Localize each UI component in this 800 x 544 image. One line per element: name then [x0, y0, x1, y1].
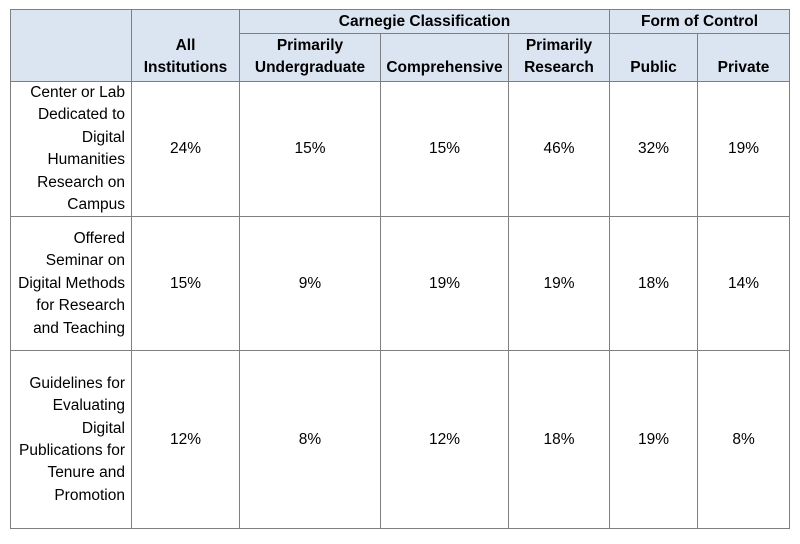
cell-public: 18% [609, 216, 699, 352]
column-header-comprehensive: Comprehensive [380, 33, 509, 82]
cell-public: 32% [609, 80, 699, 218]
column-header-all-institutions: All Institutions [131, 9, 240, 82]
cell-primarily-undergraduate: 15% [239, 80, 381, 218]
header-row-groups: All Institutions Carnegie Classification… [10, 9, 791, 82]
column-header-private: Private [697, 33, 791, 82]
row-label-guidelines: Guidelines for Evaluating Digital Public… [10, 350, 132, 530]
column-header-public: Public [609, 33, 699, 82]
cell-primarily-undergraduate: 9% [239, 216, 381, 352]
table-row: Center or Lab Dedicated to Digital Human… [10, 80, 791, 218]
column-header-primarily-undergraduate: Primarily Undergraduate [239, 33, 381, 82]
table-row: Guidelines for Evaluating Digital Public… [10, 350, 791, 530]
cell-private: 19% [697, 80, 791, 218]
group-header-form-of-control: Form of Control [609, 9, 791, 34]
table-row: Offered Seminar on Digital Methods for R… [10, 216, 791, 352]
cell-primarily-undergraduate: 8% [239, 350, 381, 530]
cell-comprehensive: 19% [380, 216, 509, 352]
cell-private: 8% [697, 350, 791, 530]
cell-primarily-research: 46% [507, 80, 611, 218]
cell-all-institutions: 12% [131, 350, 240, 530]
group-header-carnegie-classification: Carnegie Classification [238, 9, 611, 34]
cell-public: 19% [609, 350, 699, 530]
cell-all-institutions: 15% [131, 216, 240, 352]
cell-comprehensive: 15% [380, 80, 509, 218]
row-label-offered-seminar: Offered Seminar on Digital Methods for R… [10, 216, 132, 352]
cell-all-institutions: 24% [131, 80, 240, 218]
cell-primarily-research: 18% [507, 350, 611, 530]
row-label-center-or-lab: Center or Lab Dedicated to Digital Human… [10, 80, 132, 218]
table-header: All Institutions Carnegie Classification… [10, 9, 791, 82]
header-corner-cell [10, 9, 132, 82]
cell-comprehensive: 12% [380, 350, 509, 530]
column-header-primarily-research: Primarily Research [507, 33, 611, 82]
cell-primarily-research: 19% [507, 216, 611, 352]
cell-private: 14% [697, 216, 791, 352]
table-body: Center or Lab Dedicated to Digital Human… [10, 80, 791, 530]
header-row-columns: Primarily Undergraduate Comprehensive Pr… [11, 33, 791, 82]
data-table: All Institutions Carnegie Classification… [10, 9, 791, 530]
